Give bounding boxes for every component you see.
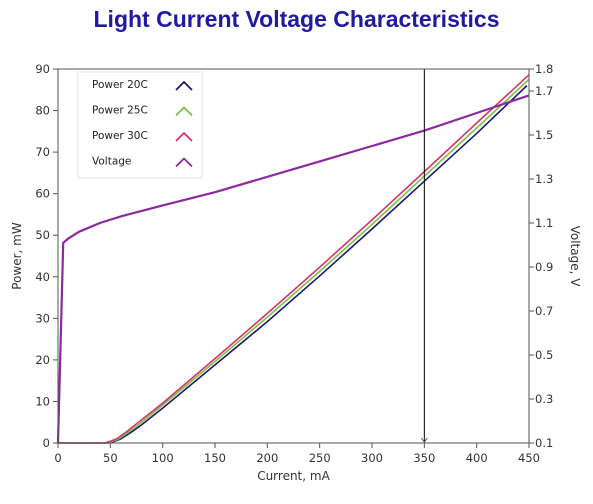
x-axis-label: Current, mA: [257, 469, 330, 483]
x-tick-label: 0: [54, 451, 61, 465]
legend-label: Power 30C: [92, 130, 148, 142]
y-tick-label: 20: [35, 353, 50, 367]
y-tick-label: 70: [35, 145, 50, 159]
x-tick-label: 50: [103, 451, 118, 465]
y-tick-label: 60: [35, 187, 50, 201]
x-tick-label: 150: [204, 451, 226, 465]
y2-tick-label: 1.8: [535, 62, 553, 76]
y-tick-label: 90: [35, 62, 50, 76]
legend-label: Voltage: [92, 156, 131, 168]
x-tick-label: 350: [413, 451, 435, 465]
legend-label: Power 20C: [92, 79, 148, 91]
x-tick-label: 450: [518, 451, 540, 465]
x-tick-label: 200: [256, 451, 278, 465]
y2-tick-label: 1.3: [535, 172, 553, 186]
chart-title: Light Current Voltage Characteristics: [93, 6, 500, 32]
y-tick-label: 10: [35, 394, 50, 408]
y-tick-label: 40: [35, 270, 50, 284]
x-tick-label: 100: [152, 451, 174, 465]
legend-swatch: [175, 81, 193, 91]
y2-tick-label: 1.1: [535, 216, 553, 230]
legend: Power 20C Power 25C Power 30C Voltage: [77, 71, 203, 179]
y2-tick-label: 1.5: [535, 128, 553, 142]
x-tick-label: 250: [309, 451, 331, 465]
tick-labels: 0 50 100 150 200 250 300 350 400 450 0 10 20 30 40 50 60…: [35, 62, 553, 465]
y2-tick-label: 1.7: [535, 84, 553, 98]
x-tick-label: 400: [466, 451, 488, 465]
y2-tick-label: 0.5: [535, 348, 553, 362]
series-line-voltage: [56, 94, 530, 444]
y2-tick-label: 0.9: [535, 260, 553, 274]
legend-swatch: [175, 157, 193, 168]
cursor-marker: [420, 437, 428, 443]
y-axis-label: Power, mW: [10, 222, 24, 290]
y2-tick-label: 0.7: [535, 304, 553, 318]
y2-tick-label: 0.1: [535, 436, 553, 450]
y-tick-label: 80: [35, 104, 50, 118]
y-tick-label: 30: [35, 311, 50, 325]
legend-label: Power 25C: [92, 105, 148, 117]
y2-axis-label: Voltage, V: [568, 226, 582, 288]
y-tick-label: 0: [43, 436, 50, 450]
tick-marks: [53, 68, 534, 448]
y2-tick-label: 0.3: [535, 392, 553, 406]
x-tick-label: 300: [361, 451, 383, 465]
series-lines: [56, 74, 530, 444]
y-tick-label: 50: [35, 228, 50, 242]
series-line-power-30c: [58, 74, 530, 444]
legend-swatch: [175, 106, 193, 117]
legend-swatch: [175, 132, 193, 142]
plot-frame: [57, 68, 530, 444]
